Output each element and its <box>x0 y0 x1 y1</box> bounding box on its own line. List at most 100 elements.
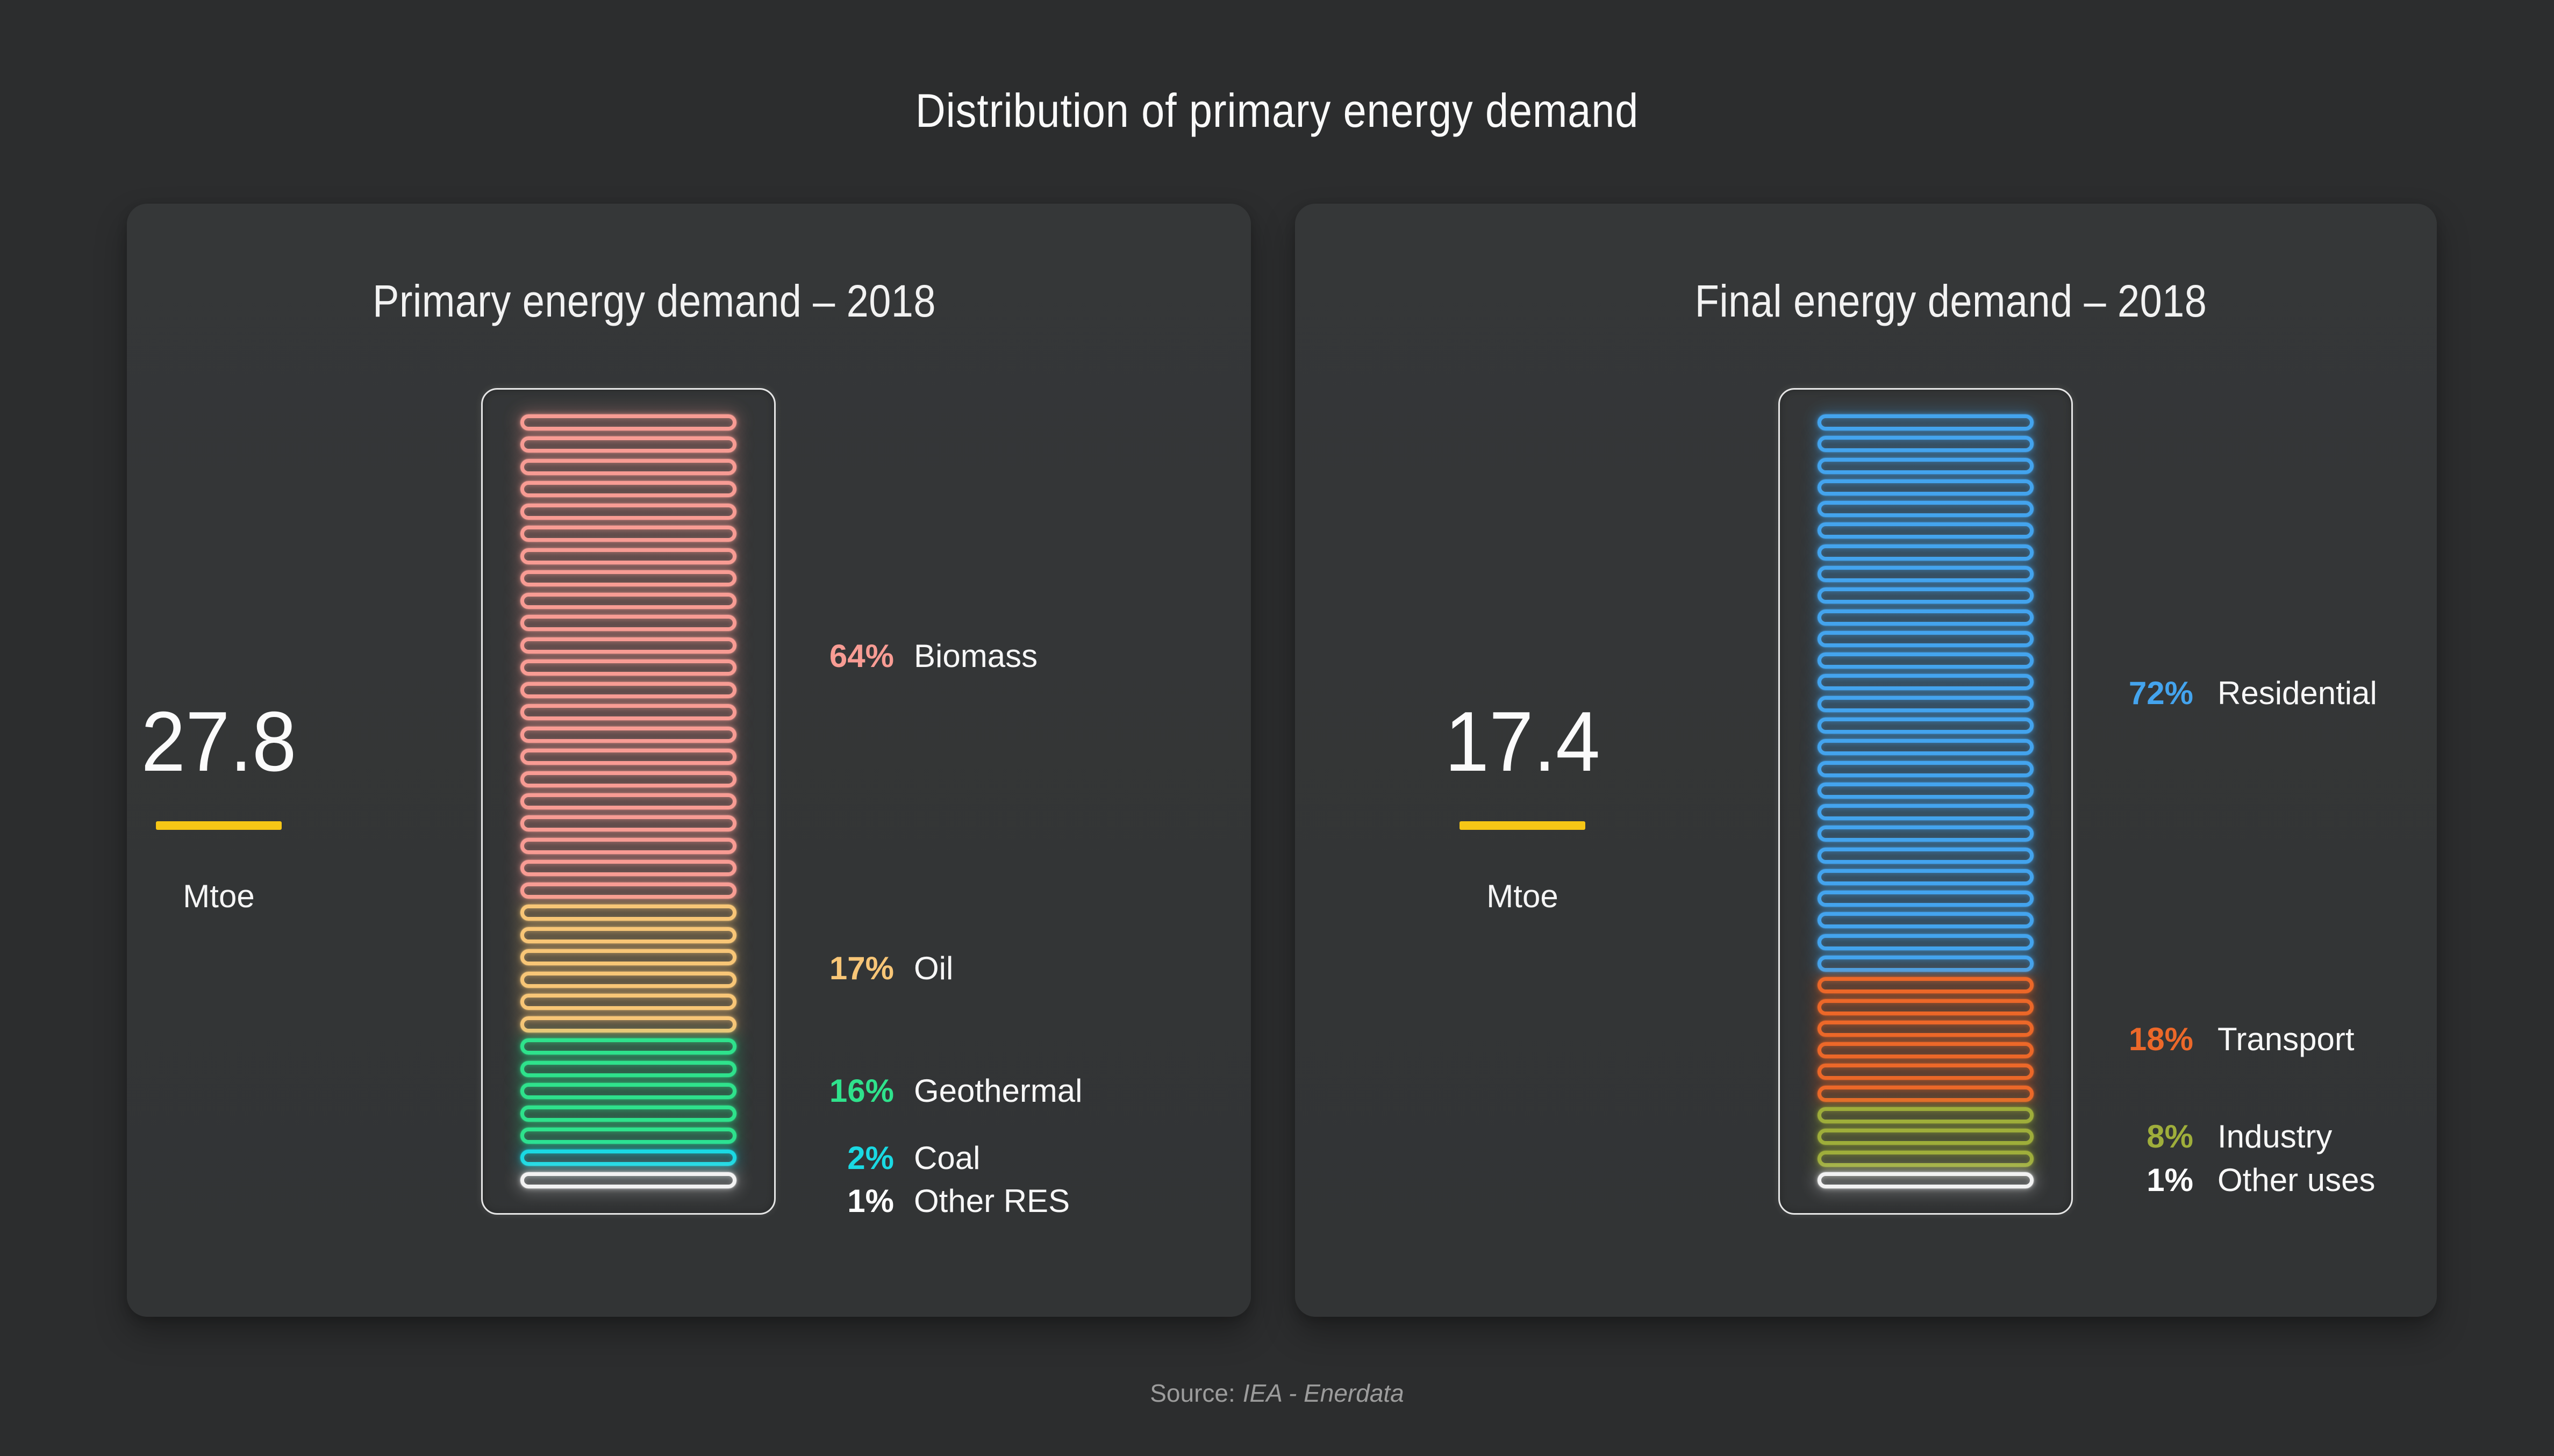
legend-label: Geothermal <box>914 1073 1083 1109</box>
bar-segment <box>520 949 736 966</box>
bar-segment <box>1818 934 2034 950</box>
legend-percent: 72% <box>2128 675 2193 711</box>
total-value-primary: 27.8 <box>141 694 297 789</box>
source-name: IEA - Enerdata <box>1242 1379 1404 1407</box>
accent-underline-primary <box>156 821 282 830</box>
bar-segment <box>1818 869 2034 885</box>
bar-segment <box>1818 891 2034 907</box>
legend-percent: 17% <box>829 950 894 987</box>
bar-segment <box>520 815 736 832</box>
bar-segment <box>520 526 736 542</box>
bar-segment <box>1818 804 2034 821</box>
bar-segment <box>1818 956 2034 972</box>
bar-segment <box>520 615 736 632</box>
legend-percent: 8% <box>2147 1118 2193 1155</box>
bar-segment <box>1818 1150 2034 1167</box>
panel-title-primary: Primary energy demand – 2018 <box>373 276 936 326</box>
bar-segment <box>1818 674 2034 691</box>
bar-segment <box>1818 652 2034 669</box>
bar-segment <box>1818 544 2034 561</box>
legend-percent: 64% <box>829 638 894 675</box>
legend-label: Oil <box>914 950 954 987</box>
bar-segment <box>1818 479 2034 496</box>
bar-segment <box>520 726 736 743</box>
bar-segment <box>1818 761 2034 777</box>
bar-segment <box>520 414 736 431</box>
page-title: Distribution of primary energy demand <box>915 84 1639 137</box>
unit-label-final: Mtoe <box>1486 878 1558 914</box>
bar-segment <box>1818 826 2034 842</box>
legend-label: Industry <box>2217 1118 2333 1155</box>
bar-segment <box>1818 1020 2034 1037</box>
bar-segment <box>520 749 736 765</box>
bar-segment <box>520 682 736 698</box>
bar-segment <box>520 1016 736 1032</box>
bar-segment <box>1818 739 2034 756</box>
legend-item: 2% Coal <box>0 1138 2554 1179</box>
bar-segment <box>520 1128 736 1144</box>
bar-segment <box>1818 630 2034 647</box>
bar-segment <box>1818 1129 2034 1145</box>
bar-segment <box>520 436 736 453</box>
bar-segment <box>520 570 736 587</box>
source-caption: Source: IEA - Enerdata <box>0 1376 2554 1410</box>
bar-segment <box>1818 1172 2034 1188</box>
bar-segment <box>520 458 736 475</box>
legend-label: Coal <box>914 1139 981 1176</box>
legend-label: Transport <box>2217 1021 2355 1058</box>
bar-segment <box>1818 457 2034 474</box>
bar-segment <box>1818 1064 2034 1080</box>
bar-segment <box>1818 587 2034 604</box>
bar-segment <box>520 905 736 921</box>
legend-item: 64% Biomass <box>0 636 2554 677</box>
bar-segment <box>520 1038 736 1055</box>
neon-bar-primary <box>481 388 776 1215</box>
bar-segment <box>1818 522 2034 539</box>
bar-segment <box>1818 565 2034 582</box>
bar-segment <box>520 1172 736 1188</box>
legend-label: Biomass <box>914 638 1038 675</box>
bar-segment <box>520 793 736 809</box>
bar-segment <box>520 503 736 520</box>
bar-segment <box>520 659 736 676</box>
bar-segment <box>1818 1042 2034 1059</box>
bar-segment <box>520 1150 736 1166</box>
bar-segment <box>1818 847 2034 864</box>
legend-item: 8% Industry <box>0 1116 2554 1157</box>
legend-item: 17% Oil <box>0 948 2554 989</box>
bar-segment <box>1818 609 2034 626</box>
neon-bar-final <box>1778 388 2073 1215</box>
bar-segment <box>1818 912 2034 929</box>
legend-percent: 1% <box>847 1182 894 1219</box>
unit-label-primary: Mtoe <box>183 878 255 914</box>
source-prefix: Source: <box>1150 1379 1235 1407</box>
accent-underline-final <box>1460 821 1585 830</box>
bar-segment <box>520 1083 736 1100</box>
legend-percent: 18% <box>2128 1021 2193 1058</box>
legend-percent: 2% <box>847 1139 894 1176</box>
bar-segment <box>520 882 736 899</box>
legend-item: 72% Residential <box>0 673 2554 714</box>
panel-title-final: Final energy demand – 2018 <box>1694 276 2207 326</box>
bar-segment <box>520 927 736 943</box>
legend-item: 1% Other RES <box>0 1181 2554 1222</box>
bar-segment <box>1818 782 2034 799</box>
legend-item: 1% Other uses <box>0 1160 2554 1201</box>
bar-segment <box>1818 1085 2034 1102</box>
legend-item: 16% Geothermal <box>0 1071 2554 1111</box>
bar-segment <box>1818 977 2034 994</box>
bar-segment <box>520 637 736 654</box>
legend-percent: 1% <box>2147 1162 2193 1198</box>
bar-segment <box>520 994 736 1010</box>
bar-segment <box>520 971 736 988</box>
bar-segment <box>520 1105 736 1122</box>
bar-segment <box>520 837 736 854</box>
legend-label: Other uses <box>2217 1162 2376 1198</box>
bar-segment <box>1818 1107 2034 1123</box>
bar-segment <box>520 548 736 564</box>
bar-segment <box>520 860 736 877</box>
total-value-final: 17.4 <box>1444 694 1600 789</box>
bar-segment <box>1818 717 2034 734</box>
legend-label: Residential <box>2217 675 2377 711</box>
